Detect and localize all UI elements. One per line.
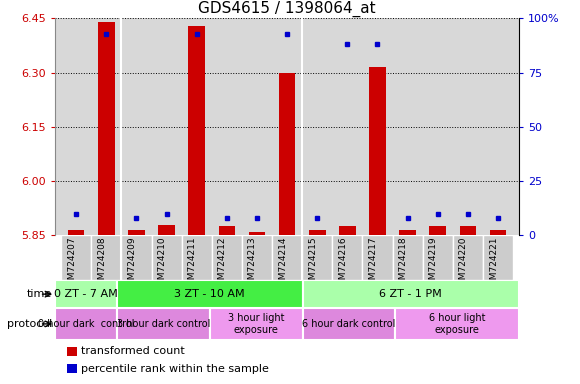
Text: time: time xyxy=(27,289,52,299)
Text: 6 ZT - 1 PM: 6 ZT - 1 PM xyxy=(379,289,442,299)
Text: GSM724212: GSM724212 xyxy=(218,237,227,291)
Text: 3 ZT - 10 AM: 3 ZT - 10 AM xyxy=(175,289,245,299)
Text: GSM724211: GSM724211 xyxy=(188,237,197,291)
Bar xyxy=(219,226,235,235)
Text: protocol: protocol xyxy=(7,319,52,329)
FancyBboxPatch shape xyxy=(151,235,182,280)
Bar xyxy=(339,226,356,235)
Bar xyxy=(279,73,295,235)
Text: GSM724210: GSM724210 xyxy=(158,237,166,291)
Bar xyxy=(158,225,175,235)
Bar xyxy=(98,22,115,235)
Bar xyxy=(459,226,476,235)
Text: 6 hour light
exposure: 6 hour light exposure xyxy=(429,313,485,335)
FancyBboxPatch shape xyxy=(117,280,303,308)
Bar xyxy=(68,230,85,235)
FancyBboxPatch shape xyxy=(182,235,212,280)
FancyBboxPatch shape xyxy=(91,235,121,280)
FancyBboxPatch shape xyxy=(303,280,519,308)
Bar xyxy=(188,26,205,235)
FancyBboxPatch shape xyxy=(396,308,519,340)
FancyBboxPatch shape xyxy=(55,280,117,308)
Text: GSM724216: GSM724216 xyxy=(338,237,347,291)
Text: 6 hour dark control: 6 hour dark control xyxy=(302,319,396,329)
Text: 3 hour light
exposure: 3 hour light exposure xyxy=(228,313,284,335)
Text: GSM724208: GSM724208 xyxy=(97,237,106,291)
Text: GSM724217: GSM724217 xyxy=(368,237,378,291)
FancyBboxPatch shape xyxy=(393,235,423,280)
Text: 3 hour dark control: 3 hour dark control xyxy=(117,319,210,329)
FancyBboxPatch shape xyxy=(302,235,332,280)
FancyBboxPatch shape xyxy=(55,308,117,340)
FancyBboxPatch shape xyxy=(362,235,393,280)
Bar xyxy=(369,67,386,235)
Text: GSM724215: GSM724215 xyxy=(308,237,317,291)
Bar xyxy=(249,232,265,235)
FancyBboxPatch shape xyxy=(272,235,302,280)
Text: GSM724207: GSM724207 xyxy=(67,237,76,291)
FancyBboxPatch shape xyxy=(61,235,91,280)
Text: GSM724214: GSM724214 xyxy=(278,237,287,291)
Text: GSM724219: GSM724219 xyxy=(429,237,438,291)
FancyBboxPatch shape xyxy=(423,235,453,280)
Text: GSM724220: GSM724220 xyxy=(459,237,468,291)
FancyBboxPatch shape xyxy=(303,308,396,340)
Text: 0 hour dark  control: 0 hour dark control xyxy=(38,319,135,329)
FancyBboxPatch shape xyxy=(483,235,513,280)
Bar xyxy=(400,230,416,235)
FancyBboxPatch shape xyxy=(212,235,242,280)
FancyBboxPatch shape xyxy=(453,235,483,280)
Text: GSM724221: GSM724221 xyxy=(489,237,498,291)
Text: GSM724213: GSM724213 xyxy=(248,237,257,291)
Text: GSM724218: GSM724218 xyxy=(398,237,408,291)
FancyBboxPatch shape xyxy=(117,308,210,340)
Text: 0 ZT - 7 AM: 0 ZT - 7 AM xyxy=(54,289,118,299)
FancyBboxPatch shape xyxy=(121,235,151,280)
FancyBboxPatch shape xyxy=(242,235,272,280)
Bar xyxy=(128,230,145,235)
Text: GSM724209: GSM724209 xyxy=(128,237,136,291)
Title: GDS4615 / 1398064_at: GDS4615 / 1398064_at xyxy=(198,1,376,17)
FancyBboxPatch shape xyxy=(332,235,362,280)
Text: transformed count: transformed count xyxy=(81,346,185,356)
FancyBboxPatch shape xyxy=(210,308,303,340)
Bar xyxy=(429,226,446,235)
Bar xyxy=(309,230,325,235)
Text: percentile rank within the sample: percentile rank within the sample xyxy=(81,364,269,374)
Bar xyxy=(490,230,506,235)
